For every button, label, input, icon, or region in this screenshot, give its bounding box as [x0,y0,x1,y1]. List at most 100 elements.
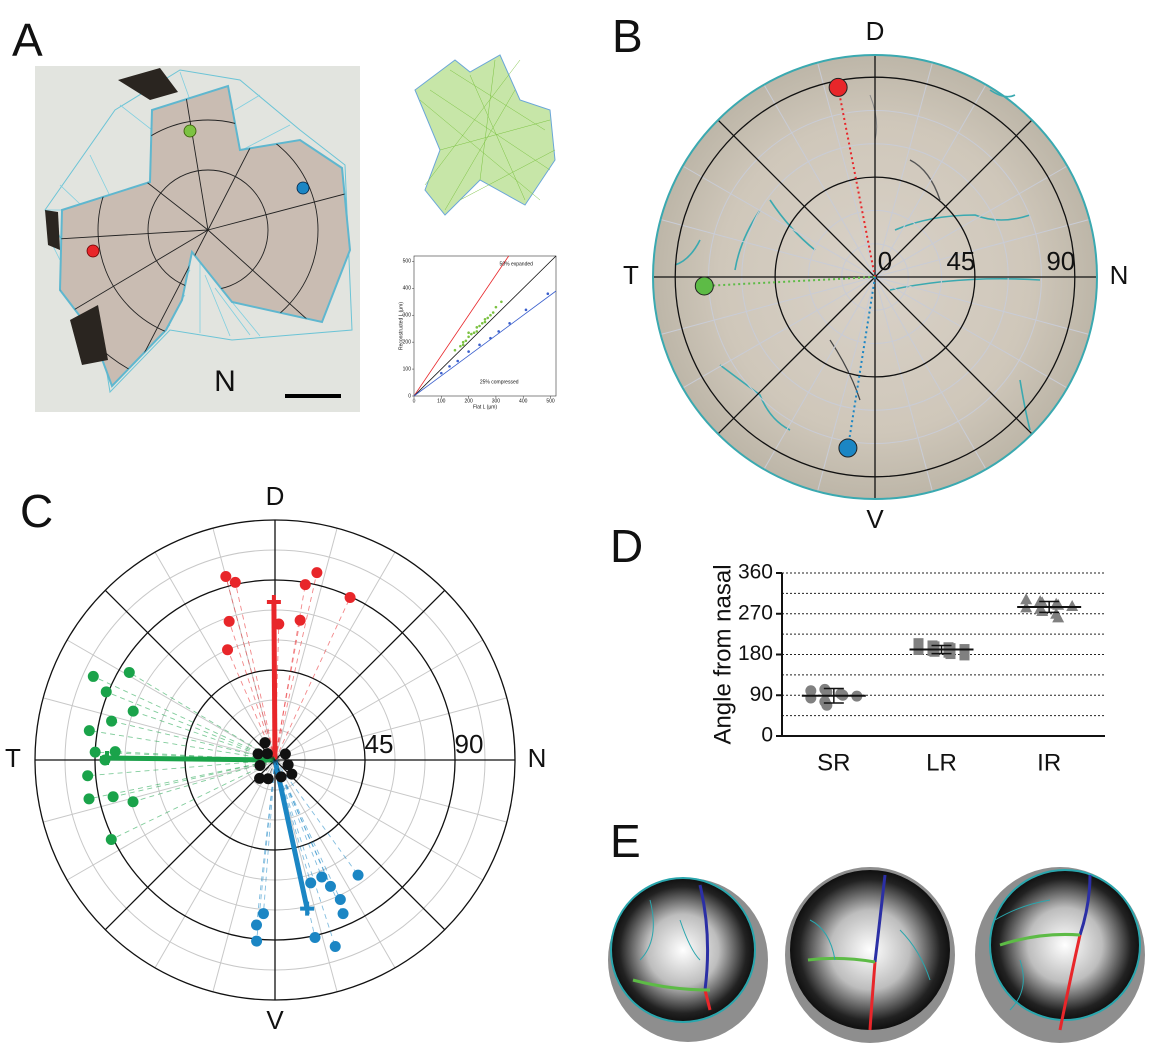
point [84,793,95,804]
x-tick-label: 0 [413,398,416,404]
point [283,759,294,770]
point [821,700,832,711]
ring-label: 90 [1046,246,1075,276]
y-tick-label: 0 [408,393,411,399]
point [311,567,322,578]
ring-label: 45 [946,246,975,276]
point [839,439,857,457]
point [224,616,235,627]
point [106,716,117,727]
point [84,725,95,736]
direction-label: D [866,16,885,46]
y-axis-label: Angle from nasal [709,564,736,744]
point [230,577,241,588]
ring-label: 90 [455,729,484,759]
point [222,644,233,655]
point [106,834,117,845]
line-label: 50% expanded [500,261,534,267]
x-tick-label: 400 [519,398,528,404]
point [88,671,99,682]
x-tick-label: LR [926,749,957,776]
y-tick-label: 0 [761,724,773,747]
point [263,773,274,784]
point [280,749,291,760]
point [478,325,481,328]
y-tick-label: 400 [403,286,412,292]
sphere-views [608,867,1145,1043]
point [100,755,111,766]
point [220,571,231,582]
point [478,344,481,347]
point [484,321,487,324]
direction-label: N [1110,260,1129,290]
direction-label: D [266,481,285,511]
y-tick-label: 90 [750,683,773,706]
x-axis-label: Flat L (µm) [473,404,497,410]
panel-label: D [610,520,643,572]
point [273,619,284,630]
point [286,769,297,780]
point [484,318,487,321]
point [500,300,503,303]
figure: A B C D E N [0,0,1152,1048]
x-tick-label: 200 [464,398,473,404]
y-tick-label: 500 [403,259,412,265]
point [495,306,498,309]
point [258,908,269,919]
point [462,341,465,344]
direction-label: T [5,743,21,773]
point [467,350,470,353]
direction-label: T [623,260,639,290]
ring-label: 0 [878,246,892,276]
y-tick-label: 100 [403,366,412,372]
y-axis-label: Reconstructed L (µm) [398,302,404,350]
point [547,292,550,295]
point [489,314,492,317]
point [90,747,101,758]
point [829,78,847,96]
point [459,345,462,348]
point [467,331,470,334]
point [295,615,306,626]
point [335,894,346,905]
point [82,770,93,781]
point [305,877,316,888]
point [310,932,321,943]
point [276,771,287,782]
point [476,326,479,329]
point [254,760,265,771]
point [440,372,443,375]
point [497,330,500,333]
point [353,870,364,881]
point [467,335,470,338]
panel-label: E [610,815,641,867]
point [124,667,135,678]
point [465,340,468,343]
point [262,748,273,759]
point [481,322,484,325]
point [695,277,713,295]
point [1066,600,1078,611]
direction-label: V [866,504,884,534]
point [960,650,970,660]
x-tick-label: SR [817,749,850,776]
point [345,592,356,603]
point [448,365,451,368]
retina-photo [35,60,368,412]
y-tick-label: 180 [738,642,773,665]
point [128,706,139,717]
point [508,322,511,325]
y-tick-label: 360 [738,561,773,584]
point [454,349,457,352]
point [128,796,139,807]
point [486,317,489,320]
point [101,686,112,697]
panel-label: B [612,10,643,62]
point [108,791,119,802]
point [473,331,476,334]
y-tick-label: 270 [738,601,773,624]
point [251,919,262,930]
point [338,908,349,919]
orientation-label: N [214,365,236,398]
point [260,737,271,748]
